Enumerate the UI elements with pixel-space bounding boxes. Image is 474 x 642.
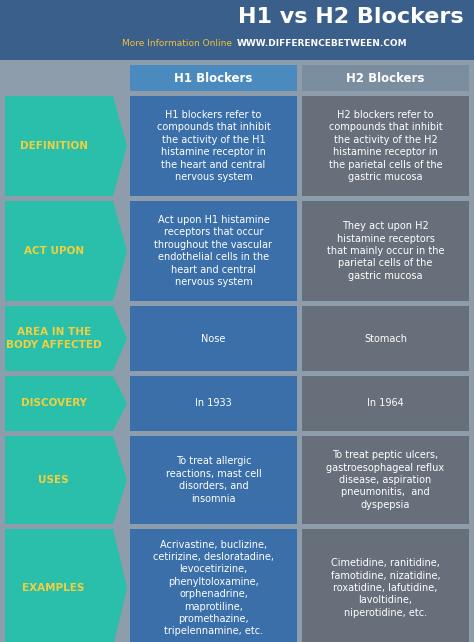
FancyBboxPatch shape <box>302 529 469 642</box>
Text: EXAMPLES: EXAMPLES <box>22 583 85 593</box>
Text: USES: USES <box>38 475 69 485</box>
FancyBboxPatch shape <box>130 436 297 524</box>
Text: H2 blockers refer to
compounds that inhibit
the activity of the H2
histamine rec: H2 blockers refer to compounds that inhi… <box>328 110 442 182</box>
Text: Nose: Nose <box>201 333 226 343</box>
Text: Acrivastine, buclizine,
cetirizine, desloratadine,
levocetirizine,
phenyltoloxam: Acrivastine, buclizine, cetirizine, desl… <box>153 539 274 636</box>
Text: H1 vs H2 Blockers: H1 vs H2 Blockers <box>238 7 464 27</box>
Text: They act upon H2
histamine receptors
that mainly occur in the
parietal cells of : They act upon H2 histamine receptors tha… <box>327 221 444 281</box>
Text: DISCOVERY: DISCOVERY <box>20 399 87 408</box>
Text: Act upon H1 histamine
receptors that occur
throughout the vascular
endothelial c: Act upon H1 histamine receptors that occ… <box>155 215 273 287</box>
FancyBboxPatch shape <box>302 96 469 196</box>
FancyBboxPatch shape <box>302 376 469 431</box>
Text: In 1933: In 1933 <box>195 399 232 408</box>
Text: WWW.DIFFERENCEBETWEEN.COM: WWW.DIFFERENCEBETWEEN.COM <box>237 39 408 48</box>
FancyBboxPatch shape <box>302 201 469 301</box>
Text: Cimetidine, ranitidine,
famotidine, nizatidine,
roxatidine, lafutidine,
lavoltid: Cimetidine, ranitidine, famotidine, niza… <box>331 558 440 618</box>
FancyBboxPatch shape <box>302 436 469 524</box>
Text: To treat allergic
reactions, mast cell
disorders, and
insomnia: To treat allergic reactions, mast cell d… <box>165 456 261 503</box>
FancyBboxPatch shape <box>302 65 469 91</box>
FancyBboxPatch shape <box>130 306 297 371</box>
Text: H2 Blockers: H2 Blockers <box>346 71 425 85</box>
Text: Stomach: Stomach <box>364 333 407 343</box>
Polygon shape <box>5 201 127 301</box>
Text: More Information Online: More Information Online <box>122 39 232 48</box>
Text: H1 blockers refer to
compounds that inhibit
the activity of the H1
histamine rec: H1 blockers refer to compounds that inhi… <box>156 110 270 182</box>
Polygon shape <box>5 436 127 524</box>
Text: H1 Blockers: H1 Blockers <box>174 71 253 85</box>
Polygon shape <box>5 96 127 196</box>
Text: ACT UPON: ACT UPON <box>24 246 84 256</box>
FancyBboxPatch shape <box>130 65 297 91</box>
FancyBboxPatch shape <box>130 376 297 431</box>
FancyBboxPatch shape <box>130 529 297 642</box>
Text: In 1964: In 1964 <box>367 399 404 408</box>
Polygon shape <box>5 306 127 371</box>
Polygon shape <box>5 376 127 431</box>
Text: DEFINITION: DEFINITION <box>19 141 88 151</box>
FancyBboxPatch shape <box>130 201 297 301</box>
Text: AREA IN THE
BODY AFFECTED: AREA IN THE BODY AFFECTED <box>6 327 101 350</box>
FancyBboxPatch shape <box>130 96 297 196</box>
Polygon shape <box>5 529 127 642</box>
Text: To treat peptic ulcers,
gastroesophageal reflux
disease, aspiration
pneumonitis,: To treat peptic ulcers, gastroesophageal… <box>327 450 445 510</box>
FancyBboxPatch shape <box>302 306 469 371</box>
FancyBboxPatch shape <box>0 0 474 60</box>
